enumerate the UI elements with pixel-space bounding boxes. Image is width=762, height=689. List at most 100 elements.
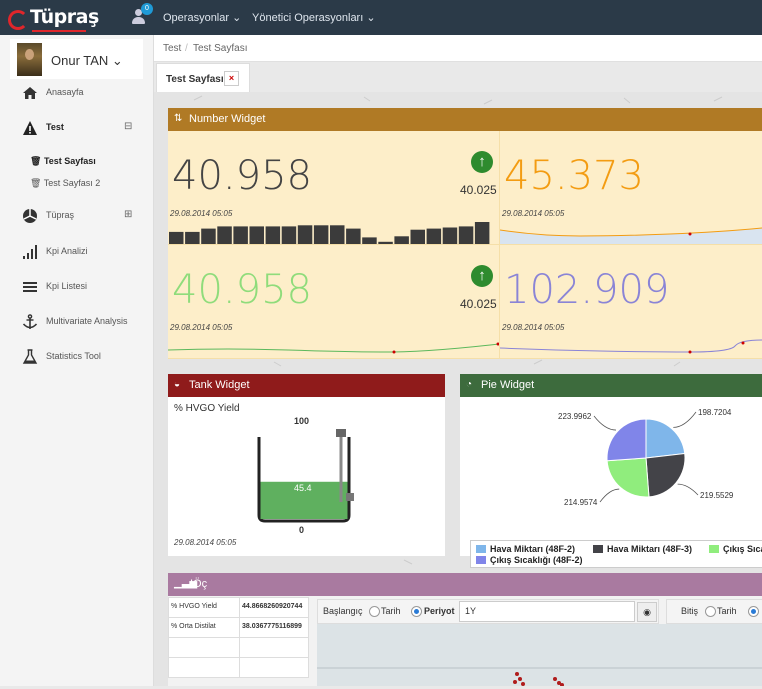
pie-widget-title: Pie Widget	[481, 379, 535, 391]
legend-item-1[interactable]: Hava Miktarı (48F-2)	[490, 544, 576, 554]
breadcrumb-root[interactable]: Test	[163, 43, 182, 54]
sidebar-subitem-test-sayfasi-2[interactable]: 🗑 Test Sayfası 2	[30, 178, 100, 189]
spark-bar	[313, 225, 329, 244]
pie-slice[interactable]	[606, 418, 647, 462]
pie-slice[interactable]	[606, 457, 650, 498]
user-name: Onur TAN ⌄	[51, 53, 123, 68]
pie-slice[interactable]	[645, 453, 686, 498]
spark-bar	[265, 226, 281, 244]
number-cell-2: 45.373 29.08.2014 05:05	[500, 131, 762, 245]
sidebar-item-kpi-listesi[interactable]: Kpi Listesi	[0, 272, 153, 302]
end-radio-period[interactable]	[748, 606, 759, 617]
period-input[interactable]: 1Y	[459, 601, 635, 622]
pie-slice[interactable]	[645, 418, 686, 459]
sidebar-sublabel: Test Sayfası	[43, 156, 96, 166]
table-cell: 38.0367775116899	[242, 623, 302, 630]
spark-bar	[169, 231, 184, 244]
sidebar-subitem-test-sayfasi[interactable]: 🗑 Test Sayfası	[30, 156, 96, 167]
spark-bar	[426, 228, 442, 244]
sidebar-item-statistics[interactable]: Statistics Tool	[0, 342, 153, 372]
spark-bar	[442, 227, 458, 244]
tank-value: 45.4	[294, 483, 312, 493]
end-label: Bitiş	[681, 606, 699, 616]
table-row-empty	[239, 637, 309, 658]
brand-name: Tüpraş	[30, 6, 99, 28]
tank-widget-header: ◒ Tank Widget	[168, 374, 445, 397]
notification-badge: 0	[141, 3, 153, 15]
pie-label-connector	[677, 483, 699, 496]
spark-bar	[394, 236, 409, 244]
spark-bar	[330, 225, 345, 244]
sidebar-label-statistics: Statistics Tool	[46, 351, 101, 361]
start-label: Başlangıç	[323, 606, 363, 616]
ioc-plot-area	[317, 624, 762, 687]
flask-icon	[22, 349, 38, 364]
pie-widget-body: 198.7204 219.5529 214.9574 223.9962 Hava Mi…	[460, 397, 762, 568]
legend-item-3[interactable]: Çıkış Sıca	[723, 544, 762, 554]
user-notifications-button[interactable]: 0	[132, 3, 153, 25]
bar-signal-icon	[23, 245, 37, 259]
avatar	[17, 43, 42, 76]
collapse-icon[interactable]: ⊟	[124, 121, 133, 132]
start-radio-period-label: Periyot	[424, 606, 455, 616]
number-sparkline	[500, 339, 762, 354]
breadcrumb: Test / Test Sayfası	[154, 35, 762, 62]
spark-bar	[362, 237, 377, 244]
pie-data-label: 223.9962	[558, 412, 592, 421]
expand-icon[interactable]: ⊞	[124, 209, 133, 220]
breadcrumb-current: Test Sayfası	[193, 43, 248, 54]
number-sparkline	[500, 227, 762, 244]
table-row-empty	[168, 637, 240, 658]
user-icon	[135, 9, 142, 16]
sidebar-item-anasayfa[interactable]: Anasayfa	[0, 78, 153, 108]
period-picker-icon[interactable]: ◉	[637, 602, 657, 622]
spark-bar	[217, 226, 232, 244]
warning-icon	[23, 121, 37, 135]
legend-swatch	[709, 545, 719, 553]
number-widget-header: ⇅ Number Widget	[168, 108, 762, 131]
number-value: 45.373	[504, 153, 644, 199]
sidebar-item-multivariate[interactable]: Multivariate Analysis	[0, 307, 153, 337]
breadcrumb-separator: /	[185, 43, 188, 54]
start-radio-period[interactable]	[411, 606, 422, 617]
pie-widget-header: ◔ Pie Widget	[460, 374, 762, 397]
sidebar-item-kpi-analizi[interactable]: Kpi Analizi	[0, 237, 153, 267]
table-cell: 44.8668260920744	[242, 603, 303, 610]
legend-swatch	[593, 545, 603, 553]
legend-item-4[interactable]: Çıkış Sıcaklığı (48F-2)	[490, 555, 583, 565]
pie-chart: 198.7204 219.5529 214.9574 223.9962	[558, 408, 734, 507]
legend-item-2[interactable]: Hava Miktarı (48F-3)	[607, 544, 693, 554]
sidebar-label-multivariate: Multivariate Analysis	[46, 316, 128, 326]
number-value: 40.958	[172, 153, 312, 199]
tank-date: 29.08.2014 05:05	[174, 538, 237, 547]
menu-yonetici-operasyonlari[interactable]: Yönetici Operasyonları ⌄	[252, 12, 376, 24]
tank-label: % HVGO Yield	[174, 403, 240, 414]
spark-bar	[281, 226, 297, 244]
sidebar-label-test: Test	[46, 122, 64, 132]
table-row-value: 44.8668260920744	[239, 597, 309, 618]
number-date: 29.08.2014 05:05	[170, 209, 233, 218]
close-icon[interactable]: ×	[224, 71, 239, 86]
spark-bar	[378, 241, 393, 244]
top-navbar: Tüpraş 0 Operasyonlar ⌄ Yönetici Operasy…	[0, 0, 762, 35]
ioc-plot	[317, 667, 762, 687]
sidebar-item-tupras[interactable]: Tüpraş ⊞	[0, 201, 153, 231]
menu-operasyonlar[interactable]: Operasyonlar ⌄	[163, 12, 242, 24]
end-radio-date-label: Tarih	[717, 606, 737, 616]
logo-ring-icon	[8, 10, 28, 30]
spark-bar	[297, 225, 313, 244]
start-radio-date[interactable]	[369, 606, 380, 617]
end-radio-date[interactable]	[705, 606, 716, 617]
tab-label: Test Sayfası	[166, 74, 224, 85]
pie-data-label: 219.5529	[700, 491, 734, 500]
user-profile[interactable]: Onur TAN ⌄	[10, 39, 143, 79]
tupras-icon	[23, 209, 37, 223]
number-date: 29.08.2014 05:05	[502, 209, 565, 218]
ioc-widget-title: IÖç	[190, 578, 208, 590]
sidebar-label-anasayfa: Anasayfa	[46, 87, 84, 97]
sidebar-item-test[interactable]: Test ⊟	[0, 113, 153, 143]
pie-label-connector	[599, 488, 620, 503]
tab-test-sayfasi[interactable]: Test Sayfası ×	[156, 63, 250, 92]
sidebar-sublabel: Test Sayfası 2	[43, 178, 101, 188]
number-widget-title: Number Widget	[189, 113, 266, 125]
